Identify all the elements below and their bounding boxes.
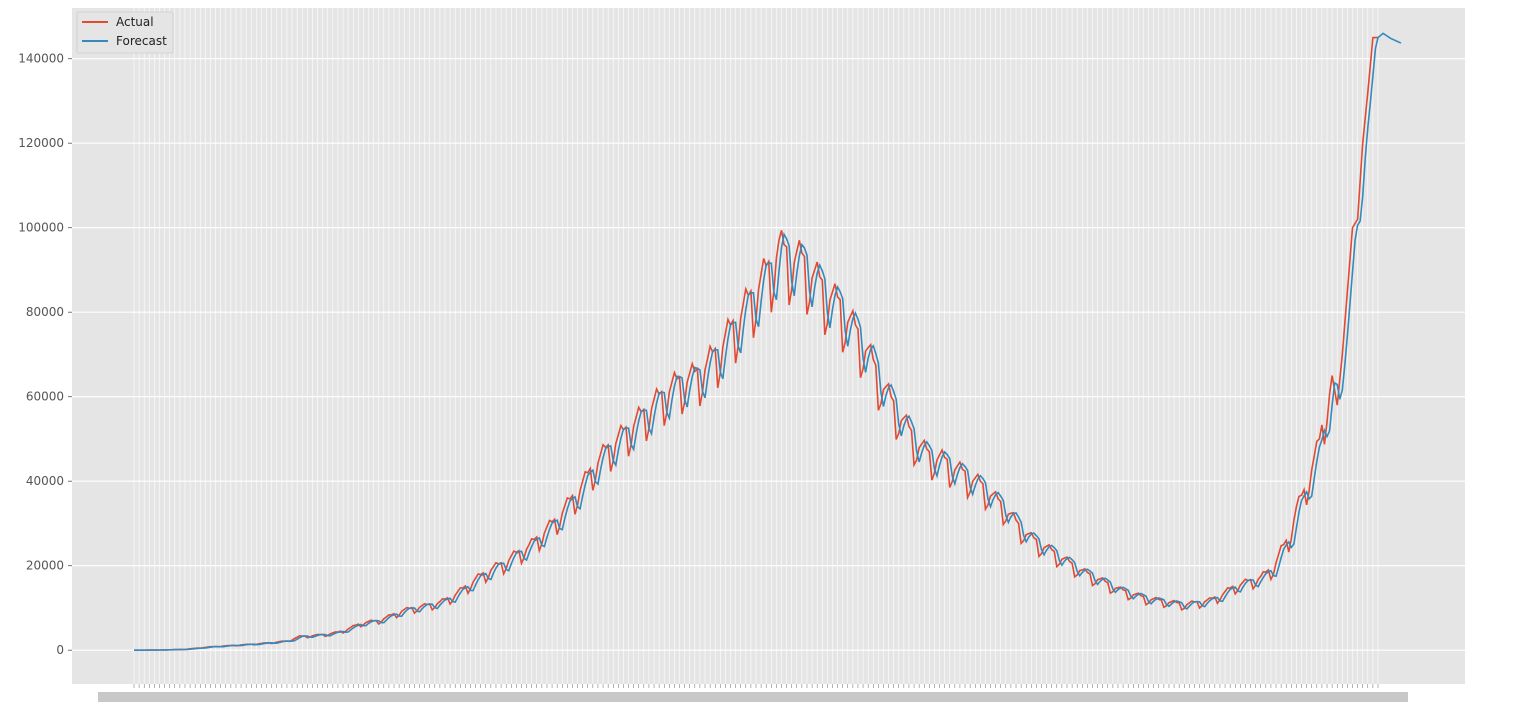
- y-tick-label: 140000: [18, 52, 64, 66]
- y-gridlines: [72, 58, 1465, 651]
- y-axis: 0 20000 40000 60000 80000 100000 120000 140000: [18, 52, 72, 657]
- y-tick-label: 40000: [26, 474, 64, 488]
- y-tick-label: 60000: [26, 390, 64, 404]
- legend-forecast-label: Forecast: [116, 34, 167, 48]
- x-axis: [98, 684, 1408, 702]
- y-tick-label: 80000: [26, 305, 64, 319]
- y-tick-label: 20000: [26, 559, 64, 573]
- plot-background: [72, 8, 1465, 684]
- series-forecast-line: [134, 32, 1402, 651]
- y-tick-label: 0: [56, 643, 64, 657]
- legend: Actual Forecast: [76, 11, 174, 54]
- legend-actual-label: Actual: [116, 15, 154, 29]
- series-layer: [133, 32, 1402, 651]
- y-tick-label: 100000: [18, 221, 64, 235]
- y-tick-label: 120000: [18, 136, 64, 150]
- x-tick-labels-illegible: [98, 692, 1408, 702]
